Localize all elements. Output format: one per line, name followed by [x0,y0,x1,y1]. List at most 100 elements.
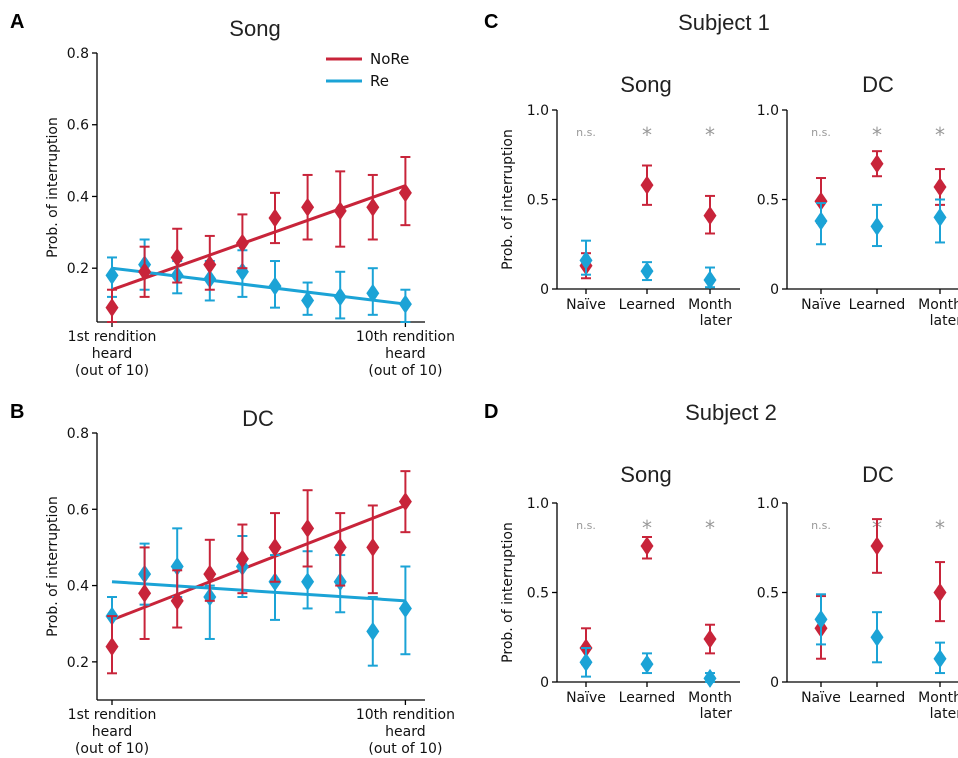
point-nore [268,208,282,228]
point-nore [138,262,152,282]
y-tick-label: 1.0 [757,103,779,119]
point-re [640,654,654,674]
y-tick-label: 1.0 [527,496,549,512]
point-nore [138,583,152,603]
point-nore [105,298,119,318]
significance-label: * [935,123,945,147]
y-tick-label: 0.5 [527,586,549,602]
chart-panel-a: Song 0.2 0.4 0.6 0.8 Prob. of interruption 1st… [45,16,455,379]
x-tick-label: (out of 10) [75,363,149,379]
x-tick-label: 1st rendition [68,329,157,345]
significance-label: n.s. [576,519,596,532]
panel-letter-b: B [10,401,24,423]
y-tick-label: 0 [540,675,549,691]
point-nore [203,255,217,275]
point-nore [366,537,380,557]
y-tick-label: 0.2 [67,261,89,277]
y-tick-label: 0.4 [67,189,89,205]
point-nore [398,183,412,203]
significance-label: n.s. [811,126,831,139]
point-nore [170,591,184,611]
y-axis-label: Prob. of interruption [45,496,61,637]
y-tick-label: 0.4 [67,579,89,595]
x-tick-label: heard [385,346,425,362]
y-tick-label: 0.6 [67,502,89,518]
y-axis-label: Prob. of interruption [500,129,516,270]
fit-line-re [111,580,406,603]
y-tick-label: 0.8 [67,46,89,62]
significance-label: n.s. [811,519,831,532]
legend-label-re: Re [370,72,389,90]
x-tick-label: Learned [849,297,906,313]
chart-panel-c-song: Song 0 0.5 1.0 Prob. of interruption Naïve n.s… [500,72,740,329]
y-tick-label: 0.5 [757,193,779,209]
point-nore [814,191,828,211]
fit-line-re [111,266,406,306]
point-nore [333,201,347,221]
x-tick-label: 10th rendition [356,329,455,345]
y-tick-label: 0 [770,675,779,691]
y-tick-label: 0.5 [757,586,779,602]
x-tick-label: Month [688,690,732,706]
y-tick-label: 0 [770,282,779,298]
point-nore [640,536,654,556]
chart-title: DC [242,406,274,431]
significance-label: * [705,123,715,147]
x-tick-label: Naïve [801,297,841,313]
significance-label: * [642,123,652,147]
x-tick-label: later [700,706,733,722]
x-tick-label: 1st rendition [68,707,157,723]
fit-line-nore [111,184,406,292]
y-axis-label: Prob. of interruption [500,522,516,663]
x-tick-label: Naïve [566,690,606,706]
point-re [398,598,412,618]
x-tick-label: (out of 10) [368,741,442,757]
chart-title: DC [862,462,894,487]
y-tick-label: 0.8 [67,426,89,442]
chart-title: Song [620,72,671,97]
x-tick-label: Naïve [801,690,841,706]
point-nore [301,197,315,217]
point-re [933,649,947,669]
panel-d-header: Subject 2 [685,400,777,425]
x-tick-label: Learned [619,297,676,313]
significance-label: * [705,516,715,540]
point-re [301,572,315,592]
significance-label: * [935,516,945,540]
legend-label-nore: NoRe [370,50,409,68]
panel-letter-d: D [484,401,498,423]
x-tick-label: later [700,313,733,329]
y-tick-label: 0 [540,282,549,298]
point-re [579,652,593,672]
x-tick-label: heard [92,724,132,740]
point-re [268,276,282,296]
chart-panel-d-song: Song 0 0.5 1.0 Prob. of interruption Naïve n.s… [500,462,740,722]
x-tick-label: later [930,706,958,722]
point-nore [933,583,947,602]
point-re [333,287,347,307]
point-nore [268,537,282,557]
x-tick-label: (out of 10) [75,741,149,757]
point-re [814,609,828,629]
point-nore [703,629,717,649]
significance-label: n.s. [576,126,596,139]
chart-title: DC [862,72,894,97]
panel-letter-c: C [484,11,498,33]
x-tick-label: Learned [619,690,676,706]
point-nore [870,536,884,556]
x-tick-label: 10th rendition [356,707,455,723]
point-nore [105,637,119,657]
y-tick-label: 1.0 [527,103,549,119]
point-nore [703,206,717,226]
point-re [870,627,884,647]
point-re [640,261,654,281]
point-nore [870,154,884,174]
point-nore [235,549,249,569]
point-re [366,621,380,641]
point-re [301,290,315,310]
y-tick-label: 0.5 [527,193,549,209]
x-tick-label: (out of 10) [368,363,442,379]
